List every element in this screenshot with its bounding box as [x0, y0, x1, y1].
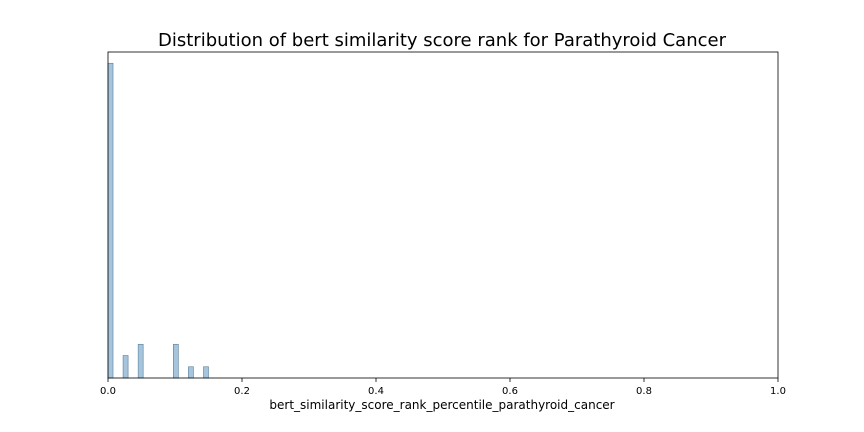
histogram-bar-3	[173, 343, 179, 379]
histogram-bar-2	[137, 343, 144, 379]
x-tick-label-4: 0.8	[636, 386, 652, 397]
plot-frame	[107, 51, 779, 379]
x-axis-ticks: 0.0 0.2 0.4 0.6 0.8 1.0	[100, 378, 786, 397]
x-tick-label-0: 0.0	[100, 386, 116, 397]
bars-group	[107, 62, 209, 379]
x-axis-label: bert_similarity_score_rank_percentile_pa…	[269, 398, 614, 412]
histogram-bar-0	[107, 62, 114, 379]
chart-title: Distribution of bert similarity score ra…	[158, 30, 727, 51]
x-tick-label-2: 0.4	[368, 386, 384, 397]
x-tick-label-1: 0.2	[234, 386, 250, 397]
x-tick-label-3: 0.6	[502, 386, 518, 397]
histogram-bar-1	[122, 355, 129, 379]
x-tick-label-5: 1.0	[770, 386, 786, 397]
histogram-bar-5	[203, 366, 209, 379]
histogram-bar-4	[188, 366, 194, 379]
